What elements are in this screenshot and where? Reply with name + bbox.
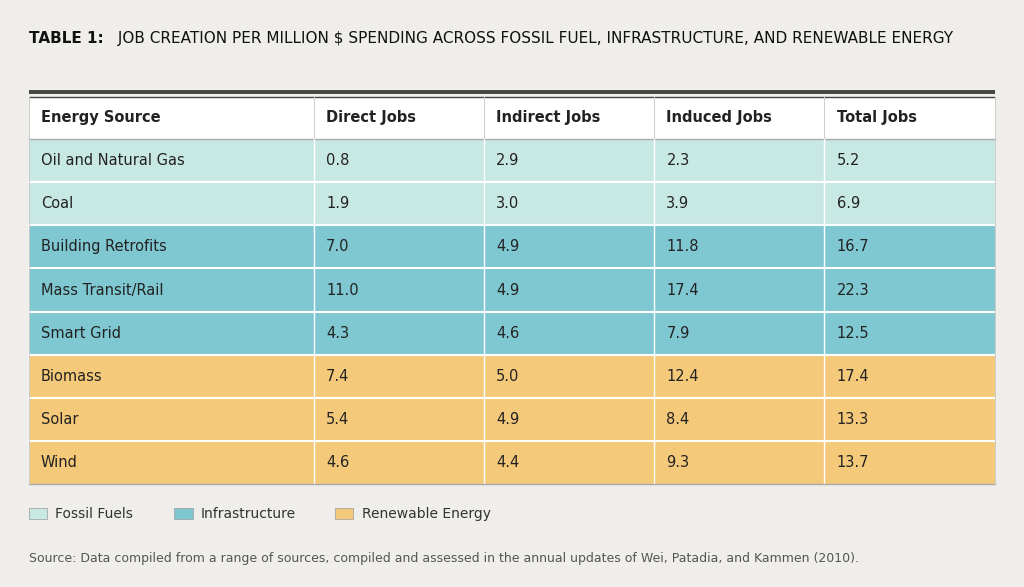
Text: 17.4: 17.4 — [837, 369, 869, 384]
Bar — [29, 441, 995, 484]
Text: 4.6: 4.6 — [326, 455, 349, 470]
Text: 13.3: 13.3 — [837, 412, 868, 427]
Bar — [29, 355, 995, 398]
Text: JOB CREATION PER MILLION $ SPENDING ACROSS FOSSIL FUEL, INFRASTRUCTURE, AND RENE: JOB CREATION PER MILLION $ SPENDING ACRO… — [113, 31, 952, 46]
Text: Induced Jobs: Induced Jobs — [667, 110, 772, 126]
Bar — [29, 268, 995, 312]
Text: 5.4: 5.4 — [326, 412, 349, 427]
Text: 12.4: 12.4 — [667, 369, 699, 384]
Text: Fossil Fuels: Fossil Fuels — [55, 507, 133, 521]
Text: Source: Data compiled from a range of sources, compiled and assessed in the annu: Source: Data compiled from a range of so… — [29, 552, 859, 565]
Bar — [29, 508, 47, 519]
Bar — [29, 398, 995, 441]
Text: 7.0: 7.0 — [326, 239, 349, 254]
Text: Building Retrofits: Building Retrofits — [41, 239, 167, 254]
Bar — [29, 139, 995, 182]
Text: Oil and Natural Gas: Oil and Natural Gas — [41, 153, 184, 168]
Text: 5.0: 5.0 — [497, 369, 519, 384]
Text: Infrastructure: Infrastructure — [201, 507, 296, 521]
Text: Total Jobs: Total Jobs — [837, 110, 916, 126]
Bar — [29, 97, 995, 139]
Text: 2.9: 2.9 — [497, 153, 519, 168]
Text: Indirect Jobs: Indirect Jobs — [497, 110, 601, 126]
Bar — [29, 182, 995, 225]
Text: 0.8: 0.8 — [326, 153, 349, 168]
Text: 12.5: 12.5 — [837, 326, 869, 340]
Text: Wind: Wind — [41, 455, 78, 470]
Text: 7.9: 7.9 — [667, 326, 690, 340]
Text: 3.9: 3.9 — [667, 196, 689, 211]
Text: 4.9: 4.9 — [497, 239, 519, 254]
Text: 6.9: 6.9 — [837, 196, 860, 211]
Text: 2.3: 2.3 — [667, 153, 689, 168]
Text: 7.4: 7.4 — [326, 369, 349, 384]
Text: 16.7: 16.7 — [837, 239, 869, 254]
Text: 4.6: 4.6 — [497, 326, 519, 340]
Bar — [29, 225, 995, 268]
Text: 8.4: 8.4 — [667, 412, 689, 427]
Text: 5.2: 5.2 — [837, 153, 860, 168]
Text: 9.3: 9.3 — [667, 455, 689, 470]
Text: TABLE 1:: TABLE 1: — [29, 31, 103, 46]
Text: Biomass: Biomass — [41, 369, 102, 384]
Text: Mass Transit/Rail: Mass Transit/Rail — [41, 282, 164, 298]
Text: 1.9: 1.9 — [326, 196, 349, 211]
Text: 4.4: 4.4 — [497, 455, 519, 470]
Text: Energy Source: Energy Source — [41, 110, 161, 126]
Text: Coal: Coal — [41, 196, 73, 211]
Text: 13.7: 13.7 — [837, 455, 869, 470]
Text: 22.3: 22.3 — [837, 282, 869, 298]
Text: 17.4: 17.4 — [667, 282, 699, 298]
Text: Smart Grid: Smart Grid — [41, 326, 121, 340]
Text: 4.9: 4.9 — [497, 412, 519, 427]
Bar — [335, 508, 353, 519]
Text: 4.3: 4.3 — [326, 326, 349, 340]
Text: 11.8: 11.8 — [667, 239, 699, 254]
Text: Renewable Energy: Renewable Energy — [361, 507, 490, 521]
Bar — [174, 508, 193, 519]
Text: 11.0: 11.0 — [326, 282, 358, 298]
Text: 4.9: 4.9 — [497, 282, 519, 298]
Bar — [29, 312, 995, 355]
Text: 3.0: 3.0 — [497, 196, 519, 211]
Text: Direct Jobs: Direct Jobs — [326, 110, 416, 126]
Text: Solar: Solar — [41, 412, 79, 427]
